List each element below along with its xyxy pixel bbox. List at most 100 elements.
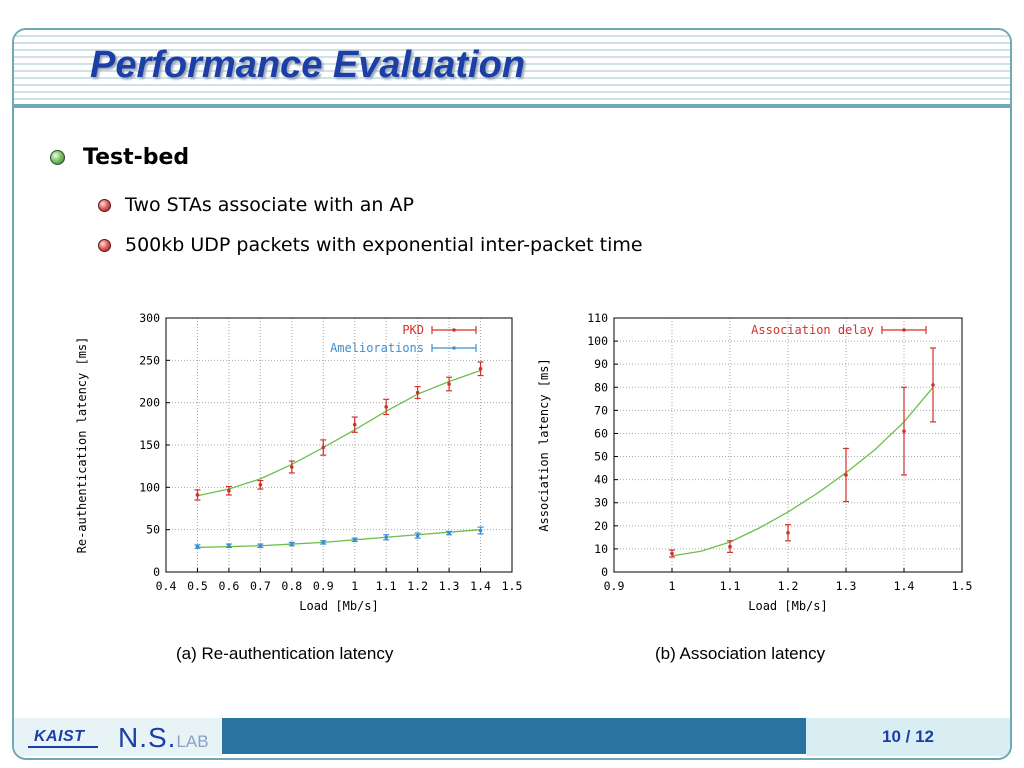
sub-bullet-1: Two STAs associate with an AP — [98, 194, 414, 216]
green-bullet-icon — [50, 150, 65, 165]
title-stripes — [14, 30, 1010, 108]
x-tick-label: 1.3 — [439, 579, 460, 593]
x-tick-label: 0.7 — [250, 579, 271, 593]
slide-title: Performance Evaluation — [90, 44, 526, 86]
x-tick-label: 0.4 — [156, 579, 177, 593]
x-tick-label: 1.1 — [376, 579, 397, 593]
data-point — [447, 531, 451, 535]
data-point — [321, 445, 326, 450]
data-point — [447, 382, 451, 386]
y-axis-label: Association latency [ms] — [537, 358, 551, 531]
x-tick-label: 1.5 — [502, 579, 523, 593]
footer-logo-area: KAIST N.S.LAB — [14, 718, 222, 756]
kaist-logo: KAIST — [34, 728, 85, 745]
y-tick-label: 70 — [594, 403, 608, 417]
kaist-logo-underline — [28, 746, 98, 748]
red-bullet-icon — [98, 238, 111, 252]
y-tick-label: 60 — [594, 426, 608, 440]
bullet-main-text: Test-bed — [83, 145, 190, 170]
title-divider — [14, 104, 1010, 108]
y-tick-label: 150 — [139, 438, 160, 452]
y-tick-label: 100 — [139, 480, 160, 494]
x-tick-label: 1.2 — [778, 579, 799, 593]
data-point — [321, 540, 326, 545]
x-tick-label: 0.9 — [313, 579, 334, 593]
footer-bar — [222, 718, 806, 754]
y-tick-label: 90 — [594, 357, 608, 371]
y-tick-label: 20 — [594, 519, 608, 533]
legend-label: Association delay — [751, 323, 874, 337]
y-tick-label: 100 — [587, 334, 608, 348]
data-point — [352, 538, 357, 542]
sub-bullet-2: 500kb UDP packets with exponential inter… — [98, 234, 643, 256]
plot-border — [613, 317, 963, 573]
x-tick-label: 0.5 — [187, 579, 208, 593]
x-tick-label: 0.9 — [604, 579, 625, 593]
bullet-main: Test-bed — [50, 145, 189, 170]
x-tick-label: 1.5 — [952, 579, 973, 593]
page-number: 10 / 12 — [806, 718, 1010, 756]
y-tick-label: 110 — [587, 311, 608, 325]
sub-bullet-2-text: 500kb UDP packets with exponential inter… — [125, 234, 643, 256]
y-tick-label: 30 — [594, 496, 608, 510]
x-axis-label: Load [Mb/s] — [748, 599, 827, 613]
legend-label: Ameliorations — [330, 341, 424, 355]
data-point — [728, 544, 732, 549]
y-tick-label: 10 — [594, 542, 608, 556]
slide-frame: Performance Evaluation Test-bed Two STAs… — [12, 28, 1012, 760]
data-point — [290, 465, 294, 469]
fit-curve — [197, 369, 481, 497]
data-point — [931, 383, 935, 387]
data-point — [786, 530, 790, 535]
legend-label: PKD — [402, 323, 424, 337]
data-point — [290, 542, 294, 546]
x-tick-label: 1 — [669, 579, 676, 593]
data-point — [352, 422, 357, 427]
y-tick-label: 300 — [139, 311, 160, 325]
x-tick-label: 1.4 — [470, 579, 491, 593]
data-point — [902, 429, 906, 433]
data-point — [415, 533, 420, 538]
y-tick-label: 50 — [146, 523, 160, 537]
plot-border — [165, 317, 513, 573]
ns-lab-logo: N.S.LAB — [118, 722, 209, 754]
data-point — [227, 543, 231, 548]
x-tick-label: 1.3 — [836, 579, 857, 593]
chart-reauth-latency: 0.4 0.5 0.6 0.7 0.8 0.9 1 1.1 1.2 1.3 1.4 1.5 0 50 100… — [75, 311, 523, 613]
legend-marker — [452, 328, 456, 332]
y-tick-label: 50 — [594, 450, 608, 464]
y-tick-label: 0 — [601, 565, 608, 579]
legend-marker — [452, 346, 456, 350]
y-axis-label: Re-authentication latency [ms] — [75, 337, 89, 554]
data-point — [258, 482, 263, 487]
x-axis-label: Load [Mb/s] — [299, 599, 378, 613]
x-tick-label: 1.4 — [894, 579, 915, 593]
chart-association-latency: 0.9 1 1.1 1.2 1.3 1.4 1.5 0 10 20 30 40 50 60 70 80 90 10… — [537, 311, 973, 613]
data-point — [384, 405, 388, 409]
data-point — [478, 528, 483, 533]
data-point — [384, 535, 388, 540]
x-tick-label: 0.8 — [281, 579, 302, 593]
y-tick-label: 0 — [153, 565, 160, 579]
data-point — [195, 493, 200, 497]
data-point — [478, 367, 483, 371]
ns-lab-small: LAB — [176, 732, 209, 751]
data-point — [844, 473, 848, 477]
data-point — [670, 551, 674, 556]
fit-curve — [197, 529, 481, 549]
sub-bullet-1-text: Two STAs associate with an AP — [125, 194, 414, 216]
x-tick-label: 1 — [351, 579, 358, 593]
legend-marker — [902, 328, 906, 332]
footer: KAIST N.S.LAB 10 / 12 — [14, 716, 1010, 758]
y-tick-label: 200 — [139, 396, 160, 410]
x-tick-label: 0.6 — [219, 579, 240, 593]
data-point — [258, 543, 263, 548]
caption-a: (a) Re-authentication latency — [176, 644, 394, 663]
data-point — [227, 488, 231, 493]
fit-curve — [671, 386, 934, 557]
ns-lab-main: N.S. — [118, 722, 177, 753]
y-tick-label: 80 — [594, 380, 608, 394]
x-tick-label: 1.1 — [720, 579, 741, 593]
caption-b: (b) Association latency — [655, 644, 826, 663]
red-bullet-icon — [98, 198, 111, 212]
